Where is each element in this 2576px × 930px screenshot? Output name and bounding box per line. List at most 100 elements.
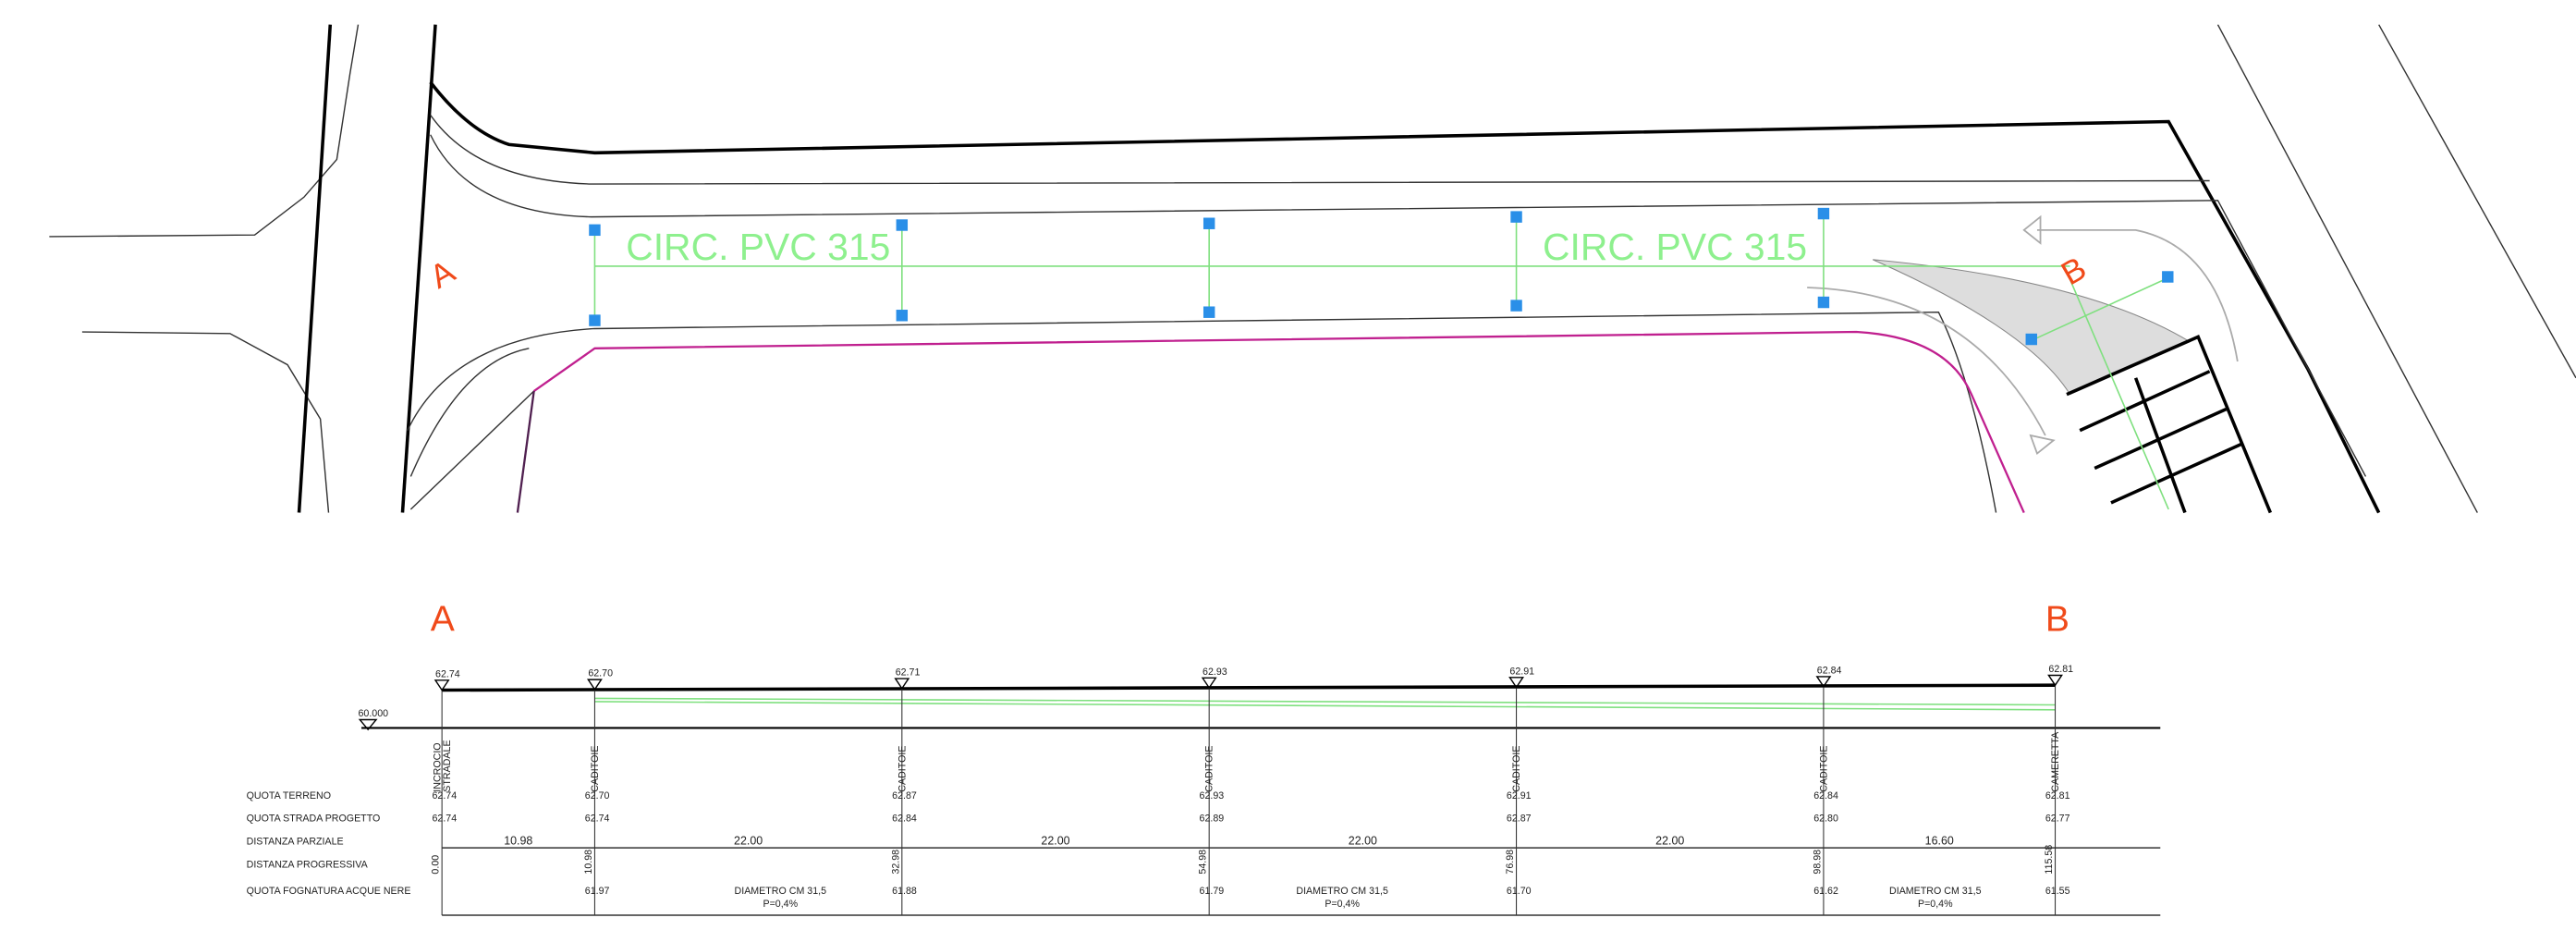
terreno: 62.93 <box>1200 790 1225 802</box>
arrow-head <box>2029 434 2056 456</box>
hatch <box>1873 259 2191 396</box>
station-name: CADITOIE <box>1818 746 1829 792</box>
fogna: 61.55 <box>2045 886 2070 897</box>
pipe-note: P=0,4% <box>1918 899 1953 910</box>
fogna: 61.62 <box>1813 886 1838 897</box>
station-marker <box>2047 674 2063 687</box>
strada: 62.74 <box>585 814 610 825</box>
strada: 62.87 <box>1507 814 1532 825</box>
station-top: 62.71 <box>896 667 921 679</box>
progressiva: 0.00 <box>431 855 442 875</box>
pipe-note: DIAMETRO CM 31,5 <box>735 886 827 897</box>
pipe <box>2032 276 2169 341</box>
pipe-label: CIRC. PVC 315 <box>626 226 890 268</box>
pipe-note: DIAMETRO CM 31,5 <box>1296 886 1388 897</box>
road-edge <box>429 80 2381 514</box>
road-edge <box>409 348 530 477</box>
inlet <box>1203 306 1215 318</box>
station-name: STRADALE <box>442 740 453 791</box>
arrow <box>1807 228 2239 436</box>
inlet <box>896 310 909 322</box>
inlet <box>1817 296 1830 309</box>
inlet <box>589 224 601 237</box>
ground-line <box>442 683 2056 692</box>
row-header: DISTANZA PROGRESSIVA <box>247 859 369 870</box>
station-marker <box>1815 676 1832 688</box>
road-edge <box>2378 24 2576 379</box>
station-top: 62.70 <box>588 668 613 679</box>
row-header: QUOTA TERRENO <box>247 790 331 802</box>
label-a: A <box>423 252 461 296</box>
boundary <box>533 330 2025 514</box>
terreno: 62.91 <box>1507 790 1532 802</box>
road-edge <box>49 24 360 238</box>
arrow-head <box>2022 214 2042 245</box>
station-top: 62.93 <box>1203 667 1227 678</box>
fogna: 61.97 <box>585 886 610 897</box>
station-name: CADITOIE <box>590 746 601 792</box>
progressiva: 10.98 <box>583 850 594 875</box>
progressiva: 76.98 <box>1505 850 1516 875</box>
station-name: CADITOIE <box>897 746 908 792</box>
inlet <box>2162 271 2174 283</box>
station-name: CADITOIE <box>1511 746 1522 792</box>
datum-marker <box>358 718 378 731</box>
terreno: 62.81 <box>2045 790 2070 802</box>
station-top: 62.91 <box>1509 666 1534 677</box>
partial: 22.00 <box>1349 835 1377 848</box>
progressiva: 32.98 <box>890 850 901 875</box>
road-edge <box>297 24 333 513</box>
inlet <box>1203 217 1215 229</box>
row-header: DISTANZA PARZIALE <box>247 837 344 848</box>
pipe-label: CIRC. PVC 315 <box>1543 226 1807 268</box>
pipe <box>594 697 2056 706</box>
label-b: B <box>2045 600 2069 640</box>
label-a: A <box>431 600 455 640</box>
inlet <box>1510 300 1522 312</box>
road-edge <box>407 311 1997 513</box>
strada: 62.80 <box>1813 814 1838 825</box>
terreno: 62.84 <box>1813 790 1838 802</box>
partial: 22.00 <box>1655 835 1684 848</box>
road-edge <box>430 134 2367 477</box>
inlet <box>589 314 601 326</box>
fogna: 61.88 <box>892 886 917 897</box>
pipe-note: P=0,4% <box>763 899 798 910</box>
parking <box>2066 335 2273 514</box>
terreno: 62.87 <box>892 790 917 802</box>
terreno: 62.74 <box>432 790 457 802</box>
row-header: QUOTA STRADA PROGETTO <box>247 814 381 825</box>
road-edge <box>430 115 2210 185</box>
station-name: INCROCIO <box>432 742 443 791</box>
road-edge <box>409 390 535 510</box>
plan: A B CIRC. PVC 315 CIRC. PVC 315 <box>49 24 2576 514</box>
road-edge <box>2216 24 2478 513</box>
partial: 16.60 <box>1925 835 1954 848</box>
progressiva: 98.98 <box>1812 850 1823 875</box>
strada: 62.84 <box>892 814 917 825</box>
pipe-note: DIAMETRO CM 31,5 <box>1889 886 1982 897</box>
station-marker <box>587 679 603 691</box>
partial: 22.00 <box>734 835 763 848</box>
progressiva: 54.98 <box>1198 850 1209 875</box>
strada: 62.74 <box>432 814 457 825</box>
inlet <box>1510 211 1522 223</box>
partial: 10.98 <box>504 835 532 848</box>
station-marker <box>1508 677 1524 689</box>
datum: 60.000 <box>359 708 389 719</box>
terreno: 62.70 <box>585 790 610 802</box>
pipe-note: P=0,4% <box>1325 899 1360 910</box>
strada: 62.77 <box>2045 814 2070 825</box>
row-header: QUOTA FOGNATURA ACQUE NERE <box>247 886 411 897</box>
label-b: B <box>2055 250 2093 292</box>
station-top: 62.74 <box>435 668 460 679</box>
station-top: 62.84 <box>1817 665 1842 676</box>
pipe <box>594 701 2056 711</box>
strada: 62.89 <box>1200 814 1225 825</box>
boundary <box>516 390 535 513</box>
inlet <box>896 219 909 231</box>
fogna: 61.79 <box>1200 886 1225 897</box>
station-marker <box>894 678 910 691</box>
profile: A B 60.000 <box>358 600 2161 916</box>
